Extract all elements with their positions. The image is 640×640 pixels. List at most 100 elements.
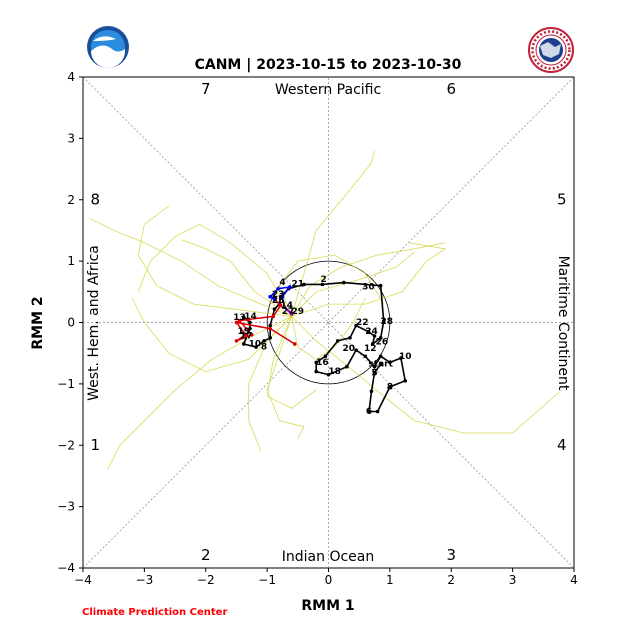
series-point	[372, 334, 377, 338]
series-point	[348, 336, 352, 340]
series-point	[248, 320, 252, 325]
phase-number-label: 7	[201, 80, 211, 98]
region-label-top: Western Pacific	[275, 82, 381, 98]
chart-title: CANM | 2023-10-15 to 2023-10-30	[195, 57, 462, 73]
series-point	[354, 323, 358, 328]
series-point	[378, 283, 383, 288]
y-tick-label: 3	[67, 131, 75, 145]
series-point	[320, 282, 325, 287]
day-label: 29	[292, 307, 305, 317]
ensemble-member-line	[266, 316, 305, 440]
series-point	[289, 312, 294, 316]
series-point	[367, 409, 371, 414]
phase-number-label: 4	[557, 436, 567, 454]
series-point	[276, 286, 280, 291]
day-label: 8	[261, 343, 267, 353]
x-axis-label: RMM 1	[301, 598, 354, 614]
ensemble-member-line	[291, 242, 446, 317]
ensemble-member-lines	[88, 150, 562, 470]
ensemble-member-line	[107, 316, 292, 470]
day-label: start	[368, 360, 393, 370]
series-point	[242, 342, 246, 346]
day-label: 22	[356, 318, 369, 328]
series-point	[388, 385, 392, 389]
y-tick-label: 1	[67, 254, 75, 268]
series-point	[378, 336, 383, 340]
phase-number-label: 8	[91, 190, 101, 208]
series-point	[271, 314, 276, 319]
day-label: 4	[279, 278, 285, 288]
x-tick-label: 1	[386, 573, 394, 587]
phase-number-label: 5	[557, 190, 567, 208]
day-label: 8	[387, 382, 393, 392]
series-point	[302, 282, 306, 287]
day-label: 17	[240, 332, 253, 342]
day-label: 19	[238, 327, 251, 337]
ensemble-member-line	[181, 239, 292, 317]
ensemble-member-line	[137, 205, 292, 317]
y-tick-label: 4	[67, 70, 75, 84]
phase-number-label: 2	[201, 546, 211, 564]
ensemble-member-line	[137, 223, 293, 317]
day-label: 14	[244, 312, 257, 322]
series-point	[242, 315, 246, 320]
ensemble-member-line	[291, 251, 415, 317]
y-tick-label: 0	[67, 316, 75, 330]
y-axis-label: RMM 2	[30, 296, 46, 349]
series-point	[375, 409, 380, 414]
day-label: 2	[320, 275, 326, 285]
y-tick-label: −1	[57, 377, 75, 391]
series-point	[335, 339, 340, 343]
series-point	[403, 379, 408, 383]
series-point	[378, 362, 383, 367]
series-point	[243, 332, 248, 337]
series-point	[237, 318, 242, 323]
day-label: 24	[365, 327, 378, 337]
series-point	[354, 348, 358, 352]
ensemble-member-line	[266, 316, 317, 409]
series-point	[254, 345, 258, 349]
series-point	[272, 307, 277, 311]
region-label-right: Maritime Continent	[555, 256, 571, 391]
series-point	[369, 389, 374, 394]
x-tick-label: 2	[447, 573, 455, 587]
national-weather-service-logo	[528, 27, 574, 73]
series-point	[280, 294, 285, 299]
day-label: 5	[371, 368, 377, 378]
day-label: 25	[272, 296, 285, 306]
unit-circle	[266, 260, 391, 385]
credit-text: Climate Prediction Center	[82, 607, 227, 618]
series-point	[278, 303, 283, 308]
day-label: 28	[381, 317, 394, 327]
series-point	[381, 319, 386, 324]
series-point	[366, 329, 371, 334]
day-label: 18	[328, 367, 341, 377]
series-point	[268, 323, 272, 328]
series-point	[234, 339, 239, 343]
region-label-left: West. Hem. and Africa	[86, 245, 102, 401]
day-label: 21	[292, 279, 305, 289]
series-point	[372, 364, 377, 369]
ensemble-member-line	[131, 297, 292, 373]
series-point	[246, 317, 251, 322]
day-label: 6	[366, 407, 372, 417]
series-point	[363, 354, 368, 359]
series-point	[345, 364, 349, 369]
region-label-bottom: Indian Ocean	[282, 549, 374, 565]
series-point	[323, 354, 328, 359]
y-tick-label: 2	[67, 193, 75, 207]
phase-number-label: 1	[91, 436, 101, 454]
series-point	[314, 369, 319, 374]
day-label: 12	[364, 344, 377, 354]
series-point	[292, 342, 297, 346]
observed-track	[234, 285, 297, 346]
x-tick-label: 4	[570, 573, 578, 587]
series-point	[262, 339, 266, 343]
ensemble-member-line	[291, 316, 562, 434]
series-point	[234, 320, 239, 325]
day-label: 30	[362, 282, 375, 292]
